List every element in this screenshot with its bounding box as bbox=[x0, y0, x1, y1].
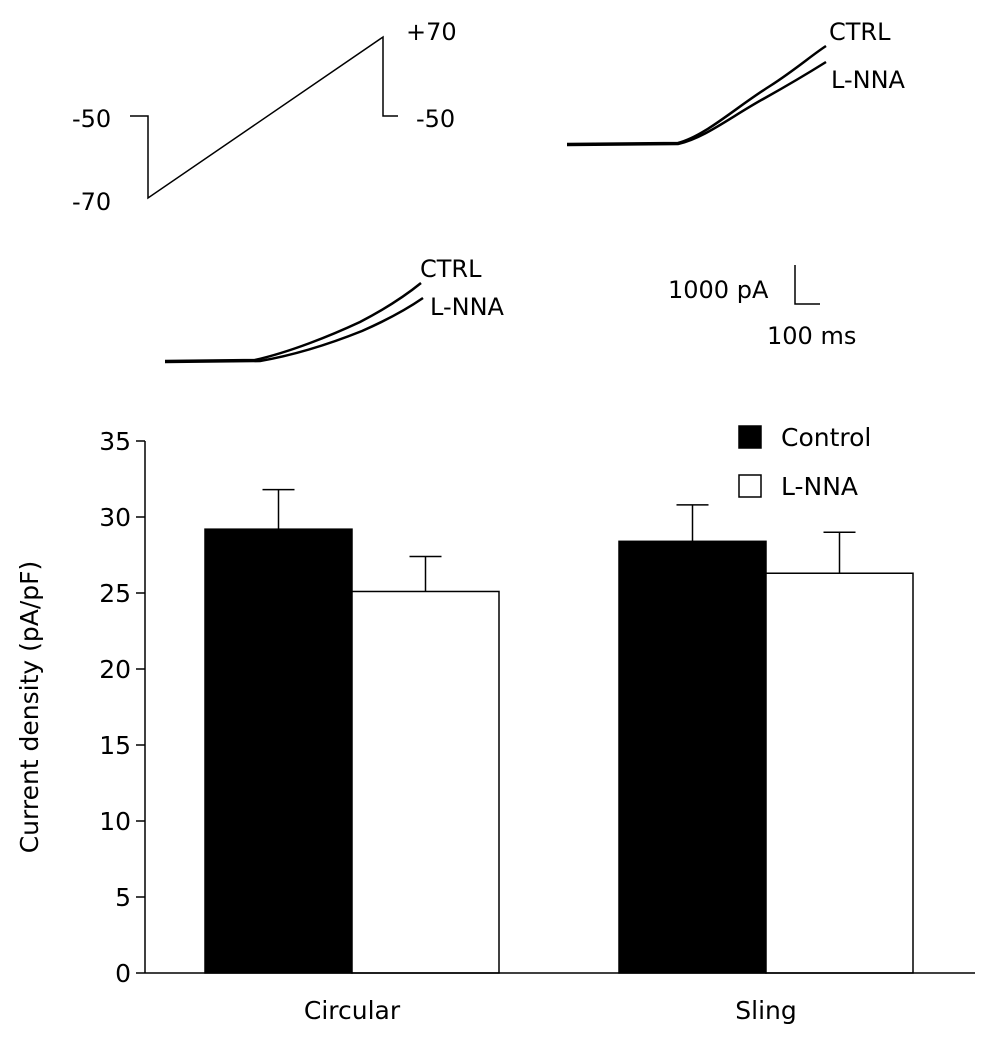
current-trace-panel-a: CTRL L-NNA bbox=[566, 18, 906, 147]
bar-l-nna-circular bbox=[351, 590, 500, 974]
y-axis-ticks: 0 5 10 15 20 25 30 35 bbox=[99, 427, 145, 988]
scale-bar-time-label: 100 ms bbox=[767, 322, 856, 350]
y-tick-label: 35 bbox=[99, 427, 131, 456]
bar-chart: 0 5 10 15 20 25 30 35 Circular Sling Current den… bbox=[15, 423, 975, 1025]
protocol-waveform bbox=[130, 35, 398, 200]
y-tick-label: 20 bbox=[99, 655, 131, 684]
protocol-peak-label: +70 bbox=[406, 18, 457, 46]
trace-b-ctrl bbox=[164, 282, 422, 363]
y-tick-label: 15 bbox=[99, 731, 131, 760]
trace-b-ctrl-label: CTRL bbox=[420, 255, 482, 283]
scale-bar: 1000 pA 100 ms bbox=[668, 265, 856, 350]
legend: Control L-NNA bbox=[738, 423, 871, 501]
bars bbox=[204, 488, 914, 974]
voltage-protocol: -50 -70 +70 -50 bbox=[72, 18, 457, 216]
y-tick-label: 30 bbox=[99, 503, 131, 532]
bar-control-sling bbox=[618, 540, 767, 974]
bar-control-circular bbox=[204, 528, 353, 974]
legend-swatch bbox=[738, 474, 762, 498]
trace-a-ctrl bbox=[566, 44, 827, 146]
bar-l-nna-sling bbox=[765, 572, 914, 974]
y-axis-label: Current density (pA/pF) bbox=[15, 561, 44, 854]
trace-a-ctrl-label: CTRL bbox=[829, 18, 891, 46]
protocol-hold-label: -50 bbox=[72, 105, 111, 133]
y-tick-label: 5 bbox=[115, 883, 131, 912]
legend-swatch bbox=[738, 425, 762, 449]
trace-b-lnna-label: L-NNA bbox=[430, 293, 505, 321]
legend-label: L-NNA bbox=[781, 472, 858, 501]
y-tick-label: 10 bbox=[99, 807, 131, 836]
trace-a-lnna bbox=[566, 60, 827, 147]
scale-bar-current-label: 1000 pA bbox=[668, 276, 769, 304]
x-category-label: Circular bbox=[304, 996, 401, 1025]
trace-a-lnna-label: L-NNA bbox=[831, 66, 906, 94]
trace-b-lnna bbox=[164, 296, 424, 364]
x-axis-categories: Circular Sling bbox=[304, 996, 797, 1025]
protocol-step-label: -70 bbox=[72, 188, 111, 216]
y-tick-label: 0 bbox=[115, 959, 131, 988]
protocol-end-label: -50 bbox=[416, 105, 455, 133]
legend-label: Control bbox=[781, 423, 871, 452]
current-trace-panel-b: CTRL L-NNA bbox=[164, 255, 505, 364]
scale-bar-lines bbox=[794, 265, 820, 305]
x-category-label: Sling bbox=[735, 996, 796, 1025]
y-tick-label: 25 bbox=[99, 579, 131, 608]
